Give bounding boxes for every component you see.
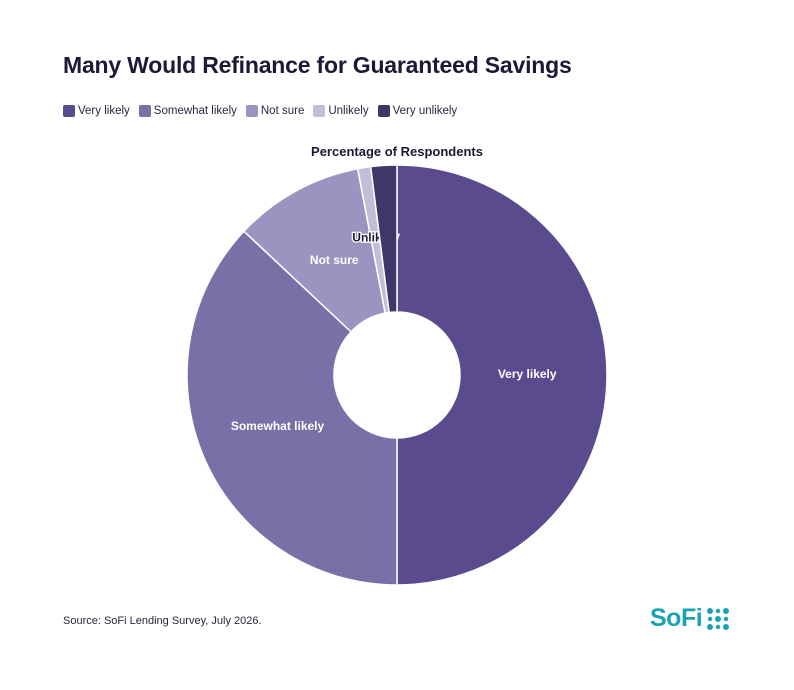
legend-label: Very unlikely xyxy=(392,105,458,117)
logo-text: SoFi xyxy=(650,604,703,632)
slice-label: Somewhat likely xyxy=(231,419,325,433)
legend-swatch xyxy=(377,105,390,117)
legend-item-not-sure: Not sure xyxy=(245,105,305,117)
legend-item-somewhat-likely: Somewhat likely xyxy=(138,105,237,117)
legend-swatch xyxy=(245,105,258,117)
donut-slice-very-likely xyxy=(396,164,608,586)
legend-label: Very likely xyxy=(78,105,130,117)
slice-label: Not sure xyxy=(310,253,359,267)
legend-item-very-likely: Very likely xyxy=(63,105,130,117)
donut-slice-not-sure xyxy=(242,167,387,333)
source-note: Source: SoFi Lending Survey, July 2026. xyxy=(63,615,262,627)
legend-label: Not sure xyxy=(260,105,305,117)
legend-swatch xyxy=(63,105,75,117)
legend: Very likely Somewhat likely Not sure Unl… xyxy=(63,105,457,117)
chart-title: Many Would Refinance for Guaranteed Savi… xyxy=(63,52,572,78)
legend-label: Unlikely xyxy=(328,105,369,117)
sofi-mark-icon xyxy=(707,607,730,630)
donut-slice-somewhat-likely xyxy=(186,230,398,586)
donut-slice-very-unlikely xyxy=(369,164,398,314)
slice-label: Very likely xyxy=(498,367,557,381)
legend-item-very-unlikely: Very unlikely xyxy=(377,105,458,117)
legend-swatch xyxy=(138,105,151,117)
legend-swatch xyxy=(313,105,326,117)
legend-label: Somewhat likely xyxy=(153,105,237,117)
sofi-logo: SoFi xyxy=(650,604,730,633)
legend-item-unlikely: Unlikely xyxy=(313,105,369,117)
chart-subtitle: Percentage of Respondents xyxy=(311,144,483,159)
